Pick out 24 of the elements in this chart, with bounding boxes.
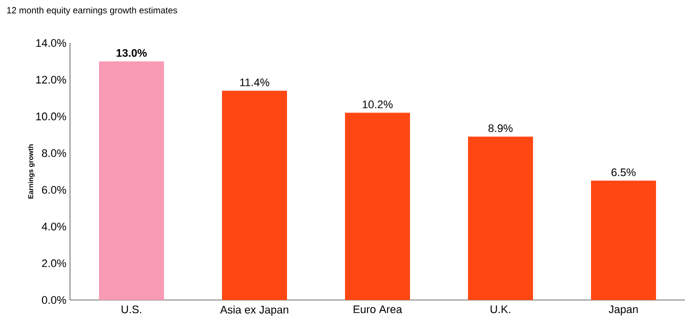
data-label: 8.9% [488,124,513,132]
data-label: 11.4% [240,78,270,86]
y-tick-label: 12.0% [36,76,66,84]
x-tick-label: U.S. [122,306,142,314]
x-tick-label: Asia ex Japan [220,306,288,316]
bar [222,90,288,300]
y-tick-label: 10.0% [36,112,66,120]
y-tick-label: 4.0% [42,222,66,230]
y-tick-label: 14.0% [36,39,66,47]
data-label: 6.5% [612,168,636,176]
bar [99,61,164,300]
chart-title: 12 month equity earnings growth estimates [7,6,178,16]
y-tick-label: 6.0% [42,186,66,194]
data-label: 10.2% [362,100,393,108]
x-tick-label: U.K. [490,306,510,314]
bar [591,180,656,300]
y-tick-label: 2.0% [42,259,66,268]
data-label: 13.0% [116,49,147,57]
bar [345,112,410,300]
x-tick-label: Euro Area [354,306,402,314]
bar [468,136,534,300]
y-tick-label: 8.0% [42,149,66,158]
x-tick-label: Japan [608,306,638,316]
y-tick-label: 0.0% [42,296,66,304]
